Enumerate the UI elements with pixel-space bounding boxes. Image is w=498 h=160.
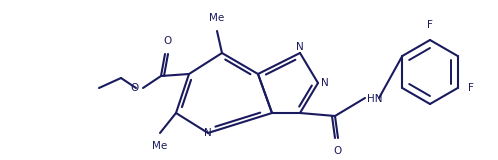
Text: N: N bbox=[296, 42, 304, 52]
Text: Me: Me bbox=[209, 13, 225, 23]
Text: O: O bbox=[131, 83, 139, 93]
Text: Me: Me bbox=[152, 141, 168, 151]
Text: N: N bbox=[321, 78, 329, 88]
Text: O: O bbox=[163, 36, 171, 46]
Text: N: N bbox=[204, 128, 212, 138]
Text: O: O bbox=[333, 146, 341, 156]
Text: F: F bbox=[427, 20, 433, 30]
Text: F: F bbox=[468, 83, 474, 93]
Text: HN: HN bbox=[367, 94, 382, 104]
